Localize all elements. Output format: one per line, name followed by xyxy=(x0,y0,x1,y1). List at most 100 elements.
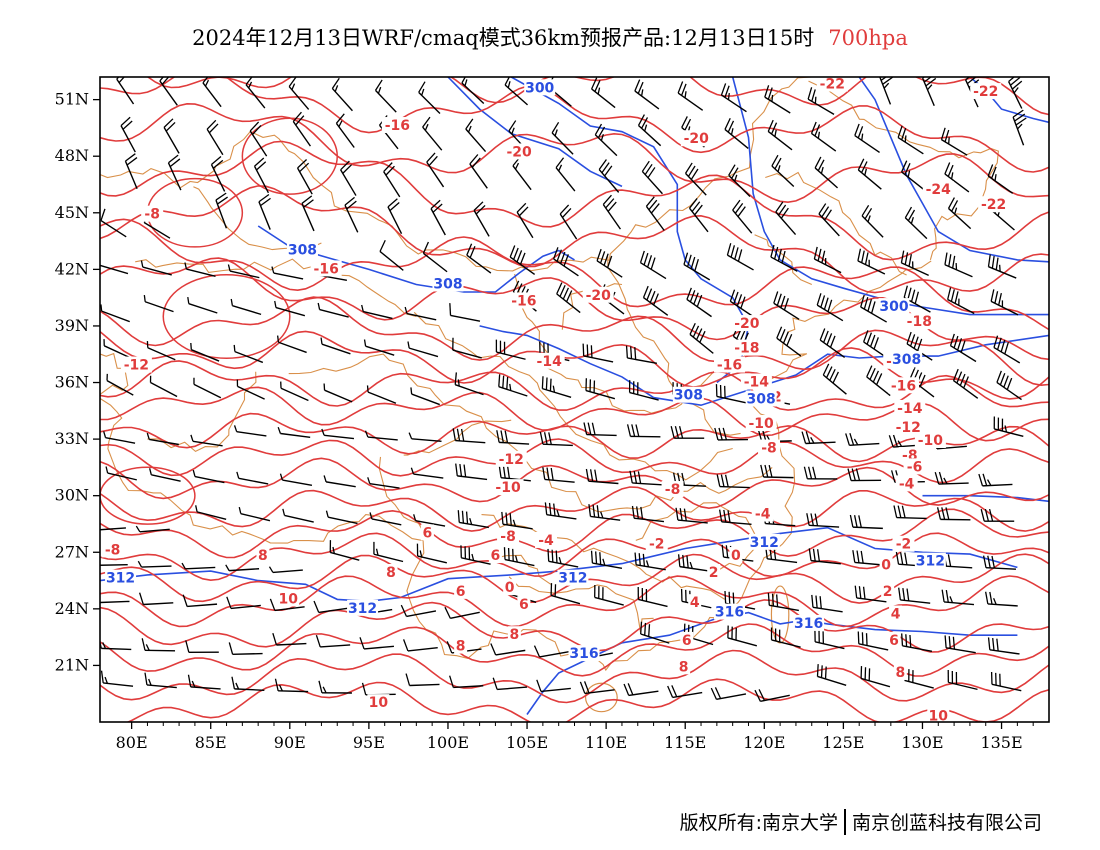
lon-tick-label: 125E xyxy=(822,733,864,752)
wind-barb xyxy=(230,298,262,316)
lon-tick-label: 105E xyxy=(506,733,548,752)
wind-barb xyxy=(585,468,619,485)
label-background xyxy=(893,663,907,680)
wind-barb xyxy=(430,199,446,236)
label-background xyxy=(731,315,763,332)
temperature-closed-contour xyxy=(100,466,196,525)
wind-barb xyxy=(335,113,355,148)
temperature-isotherm xyxy=(100,140,1049,261)
wind-barb xyxy=(452,428,486,444)
temperature-label: -16 xyxy=(314,261,339,277)
wind-barb xyxy=(466,243,492,274)
wind-barb xyxy=(422,116,443,151)
temperature-label: 2 xyxy=(709,565,719,581)
temperature-label: -18 xyxy=(734,341,759,357)
copyright-company: 南京创蓝科技有限公司 xyxy=(851,812,1042,834)
wind-barb xyxy=(100,304,130,323)
wind-barb xyxy=(770,244,798,272)
wind-barb xyxy=(383,162,401,198)
wind-barb xyxy=(402,639,438,652)
temperature-label: 8 xyxy=(510,627,520,643)
label-background xyxy=(141,205,164,222)
wind-barb xyxy=(544,502,577,520)
wind-barb xyxy=(504,77,529,106)
wind-barb xyxy=(366,385,397,404)
wind-barb xyxy=(274,300,306,317)
wind-barb xyxy=(559,204,578,240)
wind-barb xyxy=(105,466,137,481)
label-background xyxy=(645,535,668,552)
plot-area: -16-20-20-22 -22-24-22-8-16-16 -20-20-18-1… xyxy=(100,77,1049,722)
wind-barb xyxy=(1012,109,1027,146)
temperature-isotherm xyxy=(126,678,1049,722)
label-background xyxy=(688,594,702,611)
wind-barb xyxy=(816,664,847,686)
label-background xyxy=(731,339,763,356)
label-background xyxy=(256,547,270,564)
label-background xyxy=(889,605,903,622)
wind-barb xyxy=(190,434,223,447)
boundary-line xyxy=(607,256,741,436)
wind-barb xyxy=(987,254,1017,279)
island-outline xyxy=(584,682,618,713)
wind-barb xyxy=(670,426,705,439)
wind-barb xyxy=(320,337,351,355)
height-label: 312 xyxy=(558,571,587,587)
wind-barb xyxy=(900,250,929,277)
label-background xyxy=(887,377,919,394)
temperature-label: -4 xyxy=(755,507,771,523)
wind-barb xyxy=(206,119,224,156)
temperature-label: 2 xyxy=(883,584,893,600)
temperature-label: -10 xyxy=(748,416,774,432)
wind-barb xyxy=(444,606,480,620)
temperature-label: -4 xyxy=(538,533,554,549)
wind-barb xyxy=(282,508,314,523)
geopotential-isoheight xyxy=(447,77,623,188)
wind-barb xyxy=(503,547,535,567)
wind-barb xyxy=(767,592,799,612)
wind-barb xyxy=(313,600,349,614)
wind-barb xyxy=(637,114,662,147)
boundary-line xyxy=(481,514,726,600)
wind-barb xyxy=(137,560,172,568)
wind-barb xyxy=(253,157,270,194)
geopotential-isoheight xyxy=(526,611,1018,715)
temperature-label: -8 xyxy=(144,207,160,223)
wind-barb xyxy=(689,322,714,354)
wind-barb xyxy=(686,287,712,318)
lat-tick-label: 51N xyxy=(55,90,89,109)
wind-barb xyxy=(845,433,880,446)
boundary-line xyxy=(403,419,512,456)
wind-barb xyxy=(460,545,491,565)
temperature-label: -14 xyxy=(744,375,770,391)
wind-barb xyxy=(116,77,135,105)
wind-barb xyxy=(849,514,883,530)
label-background xyxy=(524,79,556,96)
label-background xyxy=(495,450,527,467)
title-pressure-level: 700hpa xyxy=(828,26,908,50)
label-background xyxy=(454,582,468,599)
wind-barb xyxy=(227,264,260,279)
wind-barb xyxy=(301,195,315,232)
wind-barb xyxy=(724,117,749,149)
temperature-label: 6 xyxy=(519,597,529,613)
wind-barb xyxy=(465,118,487,153)
wind-barb xyxy=(146,432,179,446)
wind-barb xyxy=(944,635,976,654)
wind-barb xyxy=(140,260,172,276)
wind-barb xyxy=(688,198,709,233)
label-background xyxy=(367,694,390,711)
wind-barb xyxy=(857,248,886,275)
wind-barb xyxy=(921,77,937,107)
wind-barb xyxy=(418,81,441,114)
label-background xyxy=(497,528,520,545)
label-background xyxy=(751,505,774,522)
lat-tick-label: 42N xyxy=(55,259,89,278)
wind-barb xyxy=(187,674,221,690)
wind-barb xyxy=(193,377,222,399)
wind-barb xyxy=(631,505,665,523)
temperature-label: -22 xyxy=(973,84,998,100)
label-background xyxy=(557,569,589,586)
wind-barb xyxy=(292,111,311,147)
wind-barb xyxy=(634,79,660,110)
